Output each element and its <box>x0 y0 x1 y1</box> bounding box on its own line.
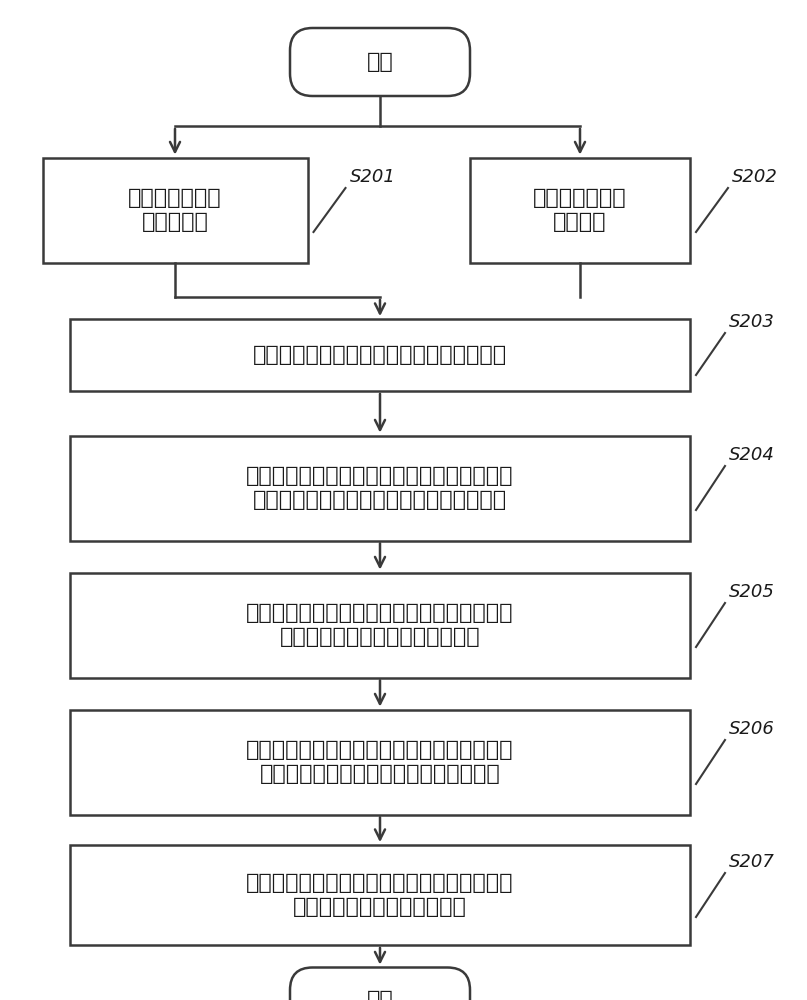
Text: 根据环境参数和电缆参数建立的电缆群模型: 根据环境参数和电缆参数建立的电缆群模型 <box>253 345 507 365</box>
Text: S201: S201 <box>349 168 395 186</box>
FancyBboxPatch shape <box>290 968 470 1000</box>
Text: 结束: 结束 <box>366 990 393 1000</box>
Text: 测量电缆群中的
电缆参数: 测量电缆群中的 电缆参数 <box>533 188 627 232</box>
Text: 开始: 开始 <box>366 52 393 72</box>
Text: S206: S206 <box>729 720 775 738</box>
Text: 根据电缆群模型进行电缆表皮温度仿真计算，
得到该电缆群中的第一电缆的表皮预估温度: 根据电缆群模型进行电缆表皮温度仿真计算， 得到该电缆群中的第一电缆的表皮预估温度 <box>246 466 514 510</box>
Text: S204: S204 <box>729 446 775 464</box>
Text: 通过分布式光纤测温装置测量所述电缆群中的
第一电缆在轴向上的表皮实际温度: 通过分布式光纤测温装置测量所述电缆群中的 第一电缆在轴向上的表皮实际温度 <box>246 603 514 647</box>
Text: 根据折算系数，对电缆表皮预估温度进行修正
，计算出电缆的表皮实际温度: 根据折算系数，对电缆表皮预估温度进行修正 ，计算出电缆的表皮实际温度 <box>246 873 514 917</box>
Text: S202: S202 <box>732 168 778 186</box>
Text: 通过表皮预估温度和表皮实际温度，计算表皮
实际温度与表皮预估温度之间的折算系数: 通过表皮预估温度和表皮实际温度，计算表皮 实际温度与表皮预估温度之间的折算系数 <box>246 740 514 784</box>
Text: S207: S207 <box>729 853 775 871</box>
Text: S205: S205 <box>729 583 775 601</box>
Bar <box>70 319 690 391</box>
Bar <box>70 845 690 945</box>
Text: 测量电缆群敷设
的环境参数: 测量电缆群敷设 的环境参数 <box>128 188 222 232</box>
Bar <box>70 436 690 540</box>
Bar <box>70 710 690 814</box>
Bar <box>43 157 307 262</box>
Bar <box>70 572 690 678</box>
FancyBboxPatch shape <box>290 28 470 96</box>
Bar <box>470 157 690 262</box>
Text: S203: S203 <box>729 313 775 331</box>
